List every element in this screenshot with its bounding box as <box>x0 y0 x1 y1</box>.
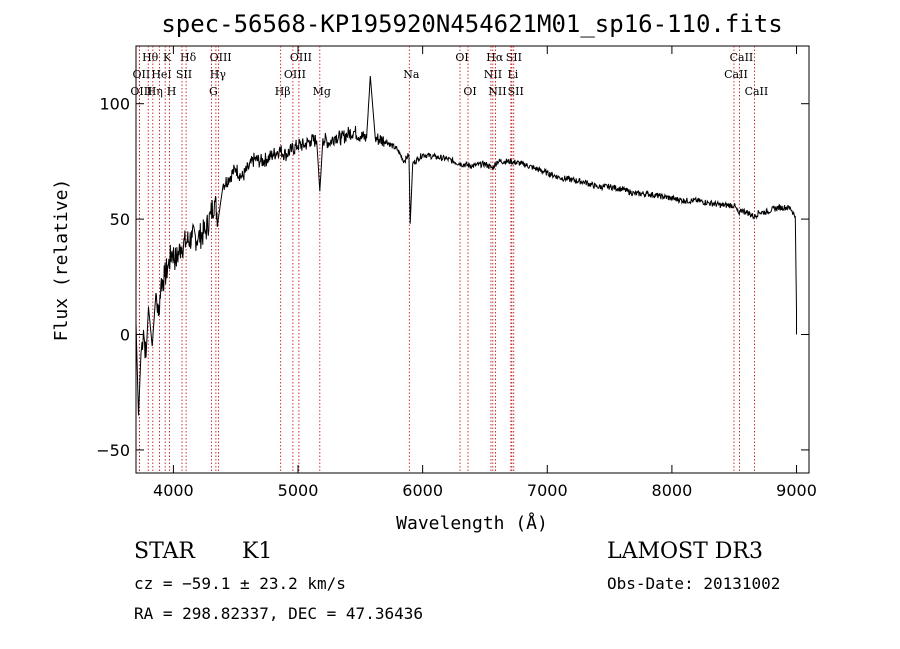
coordinates: RA = 298.82337, DEC = 47.36436 <box>134 604 423 623</box>
observation-date: Obs-Date: 20131002 <box>607 574 781 593</box>
line-label: OI <box>455 51 468 64</box>
line-label: Mg <box>313 85 331 98</box>
line-label: OI <box>463 85 476 98</box>
y-tick-label: −50 <box>96 441 130 460</box>
x-tick-label: 7000 <box>527 481 568 500</box>
plot-frame <box>135 45 810 474</box>
line-label: Hβ <box>275 85 291 98</box>
x-tick-label: 6000 <box>402 481 443 500</box>
line-label: OII <box>133 68 151 81</box>
line-label: G <box>209 85 218 98</box>
spectral-line-markers: Hθ OII OIII K HeI Hη Hδ SII H OIII Hγ G OIII OIII Hβ Mg… <box>130 46 768 473</box>
line-label: Hη <box>147 85 163 98</box>
line-label: OIII <box>210 51 232 64</box>
line-label: Na <box>403 68 420 81</box>
line-label: NII <box>488 85 506 98</box>
y-tick-label: 100 <box>99 95 130 114</box>
y-axis-label: Flux (relative) <box>51 179 72 342</box>
x-tick-label: 9000 <box>776 481 817 500</box>
chart-title: spec-56568-KP195920N454621M01_sp16-110.f… <box>161 10 782 38</box>
redshift-value: cz = −59.1 ± 23.2 km/s <box>134 574 346 593</box>
line-label: SII <box>508 85 524 98</box>
line-label: OIII <box>130 85 152 98</box>
line-label: OIII <box>284 68 306 81</box>
x-tick-label: 8000 <box>652 481 693 500</box>
object-class: STAR <box>134 539 195 564</box>
line-label: SII <box>176 68 192 81</box>
survey-name: LAMOST DR3 <box>607 539 763 564</box>
line-label: K <box>163 51 172 64</box>
line-label: CaII <box>745 85 769 98</box>
line-label: Hγ <box>210 68 227 81</box>
line-label: Hδ <box>180 51 197 64</box>
line-label: CaII <box>724 68 748 81</box>
x-tick-label: 5000 <box>278 481 319 500</box>
y-tick-label: 0 <box>120 326 130 345</box>
line-label: H <box>167 85 177 98</box>
line-label: OIII <box>290 51 312 64</box>
axis-ticks: 4000 5000 6000 7000 8000 9000 −50 0 50 100 <box>96 46 817 500</box>
object-subclass: K1 <box>242 539 273 564</box>
line-label: Li <box>507 68 518 81</box>
spectrum-line <box>135 75 797 416</box>
line-label: CaII <box>730 51 754 64</box>
line-label: NII <box>484 68 502 81</box>
x-axis-label: Wavelength (Å) <box>396 512 548 534</box>
line-label: Hθ <box>142 51 159 64</box>
line-label: HeI <box>151 68 171 81</box>
y-tick-label: 50 <box>110 210 130 229</box>
x-tick-label: 4000 <box>153 481 194 500</box>
